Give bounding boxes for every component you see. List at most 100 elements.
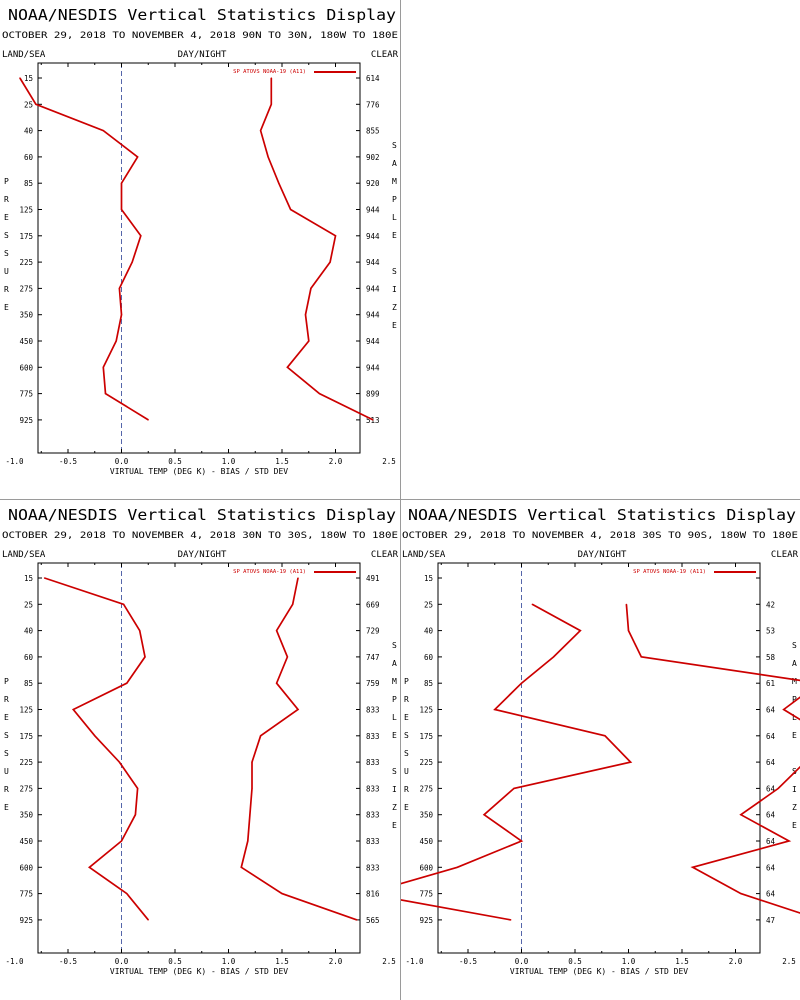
sample-size-label: 64 <box>766 890 776 899</box>
pressure-axis-letter: R <box>4 195 9 204</box>
sample-size-axis-letter: A <box>392 659 397 668</box>
std-dev-point <box>308 340 310 342</box>
x-tick-label: 0.5 <box>568 957 582 966</box>
pressure-label: 125 <box>419 706 433 715</box>
pressure-axis-letter: R <box>4 285 9 294</box>
sample-size-axis-letter: I <box>392 785 397 794</box>
x-tick-label: -0.5 <box>59 457 77 466</box>
pressure-axis-letter: R <box>4 695 9 704</box>
pressure-axis-letter: R <box>4 785 9 794</box>
sample-size-axis-letter: S <box>392 267 397 276</box>
sample-size-label: 614 <box>366 74 380 83</box>
sample-size-label: 747 <box>366 653 380 662</box>
header-day-night: DAY/NIGHT <box>178 50 227 60</box>
chart-panel-bottom-left: NOAA/NESDIS Vertical Statistics Display O… <box>2 506 399 976</box>
sample-size-axis-letter: P <box>392 195 397 204</box>
x-axis-label: VIRTUAL TEMP (DEG K) - BIAS / STD DEV <box>110 467 288 476</box>
x-tick-label: -1.0 <box>5 457 24 466</box>
pressure-label: 85 <box>24 179 33 188</box>
bias-point <box>126 682 128 684</box>
bias-series-line <box>400 603 633 921</box>
header-clear: CLEAR <box>771 550 799 560</box>
sample-size-label: 833 <box>366 863 380 872</box>
sample-size-axis-letter: Z <box>392 303 397 312</box>
sample-size-axis-letter: L <box>792 713 797 722</box>
sample-size-label: 61 <box>766 679 775 688</box>
pressure-label: 60 <box>24 153 34 162</box>
std-dev-point <box>251 761 253 763</box>
header-clear: CLEAR <box>371 550 399 560</box>
x-tick-label: 2.5 <box>382 457 396 466</box>
sample-size-label: 944 <box>366 206 380 215</box>
pressure-label: 225 <box>19 758 33 767</box>
std-dev-point <box>270 77 272 79</box>
pressure-axis-letter: E <box>404 803 409 812</box>
chart-subtitle: OCTOBER 29, 2018 TO NOVEMBER 4, 2018 30S… <box>402 531 798 541</box>
sample-size-label: 816 <box>366 890 380 899</box>
pressure-axis-letter: R <box>404 785 409 794</box>
pressure-label: 175 <box>19 732 33 741</box>
bias-point <box>88 866 90 868</box>
pressure-axis-letter: S <box>4 731 9 740</box>
pressure-axis-letter: S <box>404 749 409 758</box>
bias-point <box>630 761 632 763</box>
chart-title: NOAA/NESDIS Vertical Statistics Display <box>8 6 396 24</box>
pressure-axis-letter: S <box>4 231 9 240</box>
std-dev-point <box>692 866 694 868</box>
x-tick-label: 2.0 <box>729 957 743 966</box>
std-dev-point <box>251 787 253 789</box>
bias-point <box>140 235 142 237</box>
plot-frame <box>37 62 361 454</box>
std-dev-point <box>310 287 312 289</box>
bias-point <box>115 340 117 342</box>
std-dev-point <box>289 208 292 211</box>
pressure-axis-letter: E <box>4 713 9 722</box>
sample-size-axis-letter: S <box>392 141 397 150</box>
x-tick-label: 1.5 <box>275 457 289 466</box>
std-dev-point <box>777 787 779 789</box>
std-dev-series-line <box>259 78 374 421</box>
sample-size-axis-letter: A <box>792 659 797 668</box>
std-dev-point <box>372 419 374 421</box>
pressure-label: 775 <box>419 890 433 899</box>
x-tick-label: -0.5 <box>59 957 77 966</box>
x-tick-label: 1.0 <box>222 457 236 466</box>
sample-size-axis-letter: E <box>392 731 397 740</box>
pressure-label: 450 <box>19 837 33 846</box>
pressure-axis-letter: P <box>404 677 409 686</box>
sample-size-axis-letter: L <box>392 713 397 722</box>
sample-size-axis-letter: E <box>792 821 797 830</box>
pressure-axis-letter: E <box>4 303 9 312</box>
pressure-axis-letter: E <box>4 803 9 812</box>
pressure-label: 60 <box>24 653 34 662</box>
sample-size-label: 669 <box>366 600 380 609</box>
pressure-label: 225 <box>419 758 433 767</box>
std-dev-point <box>329 261 331 263</box>
x-axis-label: VIRTUAL TEMP (DEG K) - BIAS / STD DEV <box>510 967 688 976</box>
std-dev-point <box>281 893 283 895</box>
pressure-label: 25 <box>424 600 433 609</box>
bias-point <box>483 814 485 816</box>
sample-size-axis-letter: L <box>392 213 397 222</box>
pressure-axis-letter: E <box>4 213 9 222</box>
std-dev-point <box>788 840 790 842</box>
plot-frame <box>37 562 361 954</box>
bias-point <box>604 735 606 737</box>
chart-title: NOAA/NESDIS Vertical Statistics Display <box>408 506 796 524</box>
std-dev-point <box>297 708 299 711</box>
bias-point <box>513 787 515 789</box>
bias-point <box>579 630 581 632</box>
bias-point <box>126 893 128 895</box>
std-dev-point <box>627 630 630 632</box>
bias-point <box>520 682 523 684</box>
x-tick-label: -1.0 <box>405 957 424 966</box>
sample-size-axis-letter: E <box>792 731 797 740</box>
sample-size-label: 64 <box>766 837 776 846</box>
bias-point <box>35 103 37 105</box>
pressure-label: 15 <box>24 74 33 83</box>
sample-size-label: 64 <box>766 706 776 715</box>
sample-size-label: 47 <box>766 916 775 925</box>
sample-size-label: 776 <box>366 100 380 109</box>
pressure-label: 600 <box>19 863 33 872</box>
pressure-label: 175 <box>19 232 33 241</box>
